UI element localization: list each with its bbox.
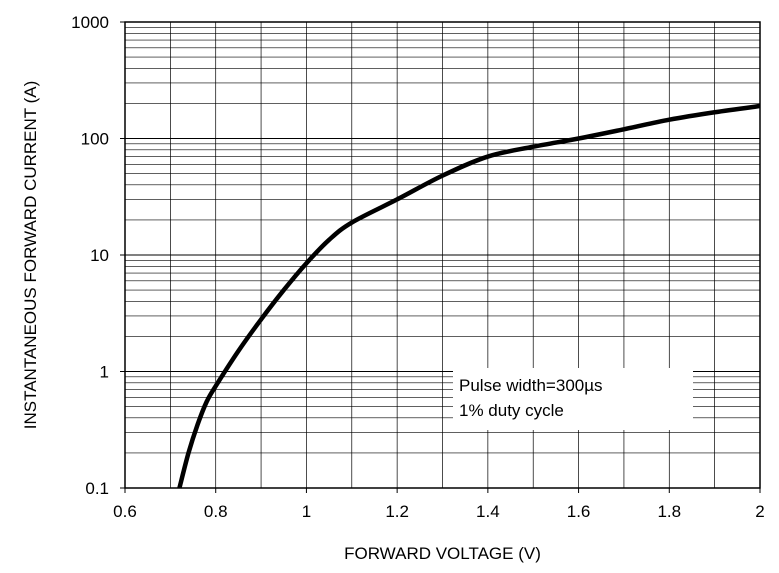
annotation-box: Pulse width=300µs 1% duty cycle — [453, 368, 693, 430]
y-tick-label: 1 — [100, 363, 109, 382]
y-tick-labels: 0.1 1 10 100 1000 — [71, 13, 125, 498]
x-axis-label: FORWARD VOLTAGE (V) — [344, 544, 541, 563]
x-tick-label: 1.4 — [476, 502, 500, 521]
annotation-line-duty-cycle: 1% duty cycle — [459, 401, 564, 420]
y-tick-label: 100 — [81, 130, 109, 149]
annotation-background — [453, 368, 693, 430]
x-tick-label: 0.8 — [204, 502, 228, 521]
x-tick-label: 1.2 — [385, 502, 409, 521]
y-tick-label: 1000 — [71, 13, 109, 32]
forward-current-curve — [177, 103, 761, 489]
y-tick-label: 0.1 — [85, 479, 109, 498]
x-tick-label: 1.6 — [567, 502, 591, 521]
annotation-line-pulse-width: Pulse width=300µs — [459, 376, 603, 395]
y-tick-label: 10 — [90, 246, 109, 265]
x-tick-label: 1.8 — [657, 502, 681, 521]
x-tick-label: 2 — [755, 502, 764, 521]
x-tick-label: 1 — [302, 502, 311, 521]
x-tick-label: 0.6 — [113, 502, 137, 521]
x-tick-labels: 0.6 0.8 1 1.2 1.4 1.6 1.8 2 — [113, 488, 765, 521]
y-axis-label: INSTANTANEOUS FORWARD CURRENT (A) — [21, 81, 40, 430]
